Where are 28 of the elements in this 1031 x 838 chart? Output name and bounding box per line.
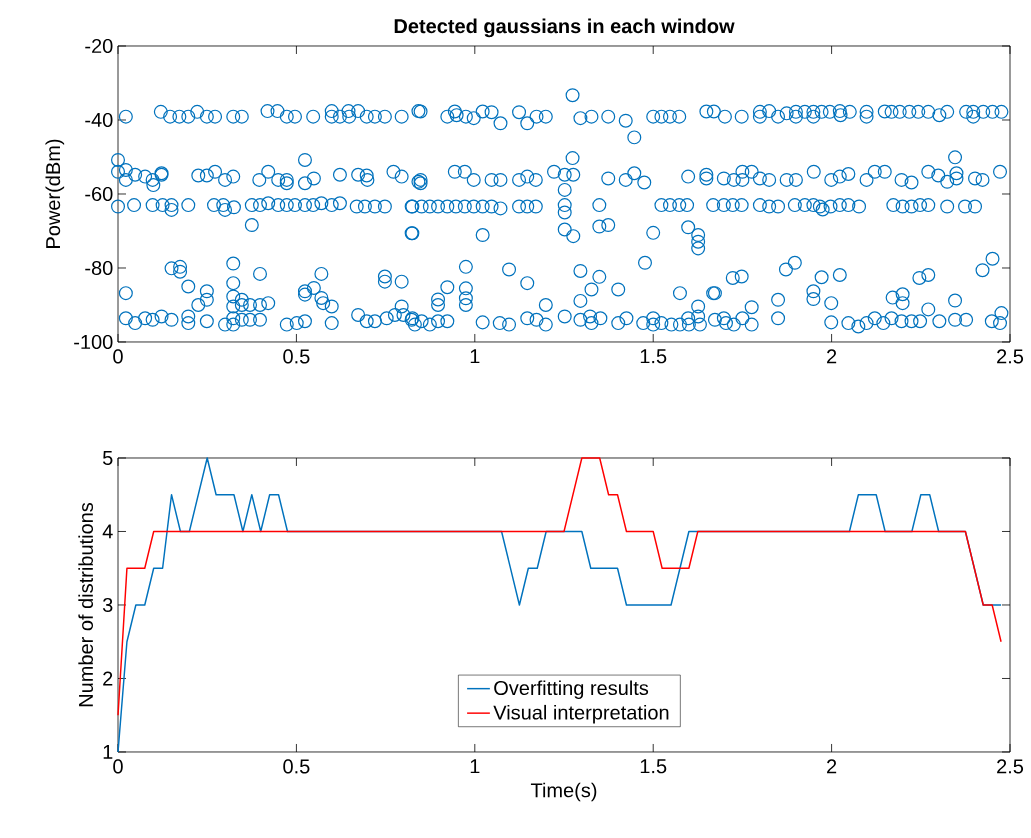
y-tick-label: -20 xyxy=(85,38,113,54)
y-axis-title: Power(dBm) xyxy=(45,139,65,248)
x-tick-label: 0 xyxy=(113,759,123,774)
x-tick-label: 2.5 xyxy=(997,759,1024,774)
y-tick-label: 1 xyxy=(103,745,113,759)
x-tick-label: 2 xyxy=(827,759,837,774)
y-tick-label: 3 xyxy=(102,597,113,613)
y-tick-label: -80 xyxy=(85,260,113,276)
y-tick-label: -100 xyxy=(74,334,113,350)
legend-label: Visual interpretation xyxy=(493,704,669,724)
x-tick-label: 0.5 xyxy=(283,759,310,774)
chart-title: Detected gaussians in each window xyxy=(394,18,735,38)
x-tick-label: 0.5 xyxy=(283,349,310,364)
x-tick-label: 1.5 xyxy=(640,349,667,364)
y-tick-label: -40 xyxy=(85,112,113,128)
x-tick-label: 2.5 xyxy=(997,349,1024,364)
y-tick-label: 4 xyxy=(102,524,113,539)
y-tick-label: -60 xyxy=(85,186,113,202)
y-tick-label: 5 xyxy=(102,451,113,465)
x-tick-label: 2 xyxy=(827,349,837,364)
x-axis-title: Time(s) xyxy=(530,782,597,802)
y-tick-label: 2 xyxy=(103,671,113,686)
legend-label: Overfitting results xyxy=(494,680,649,700)
x-tick-label: 1 xyxy=(470,349,480,364)
y-axis-title: Number of distributions xyxy=(78,502,94,707)
x-tick-label: 1 xyxy=(470,759,480,774)
x-tick-label: 1.5 xyxy=(640,759,667,774)
x-tick-label: 0 xyxy=(113,349,123,364)
